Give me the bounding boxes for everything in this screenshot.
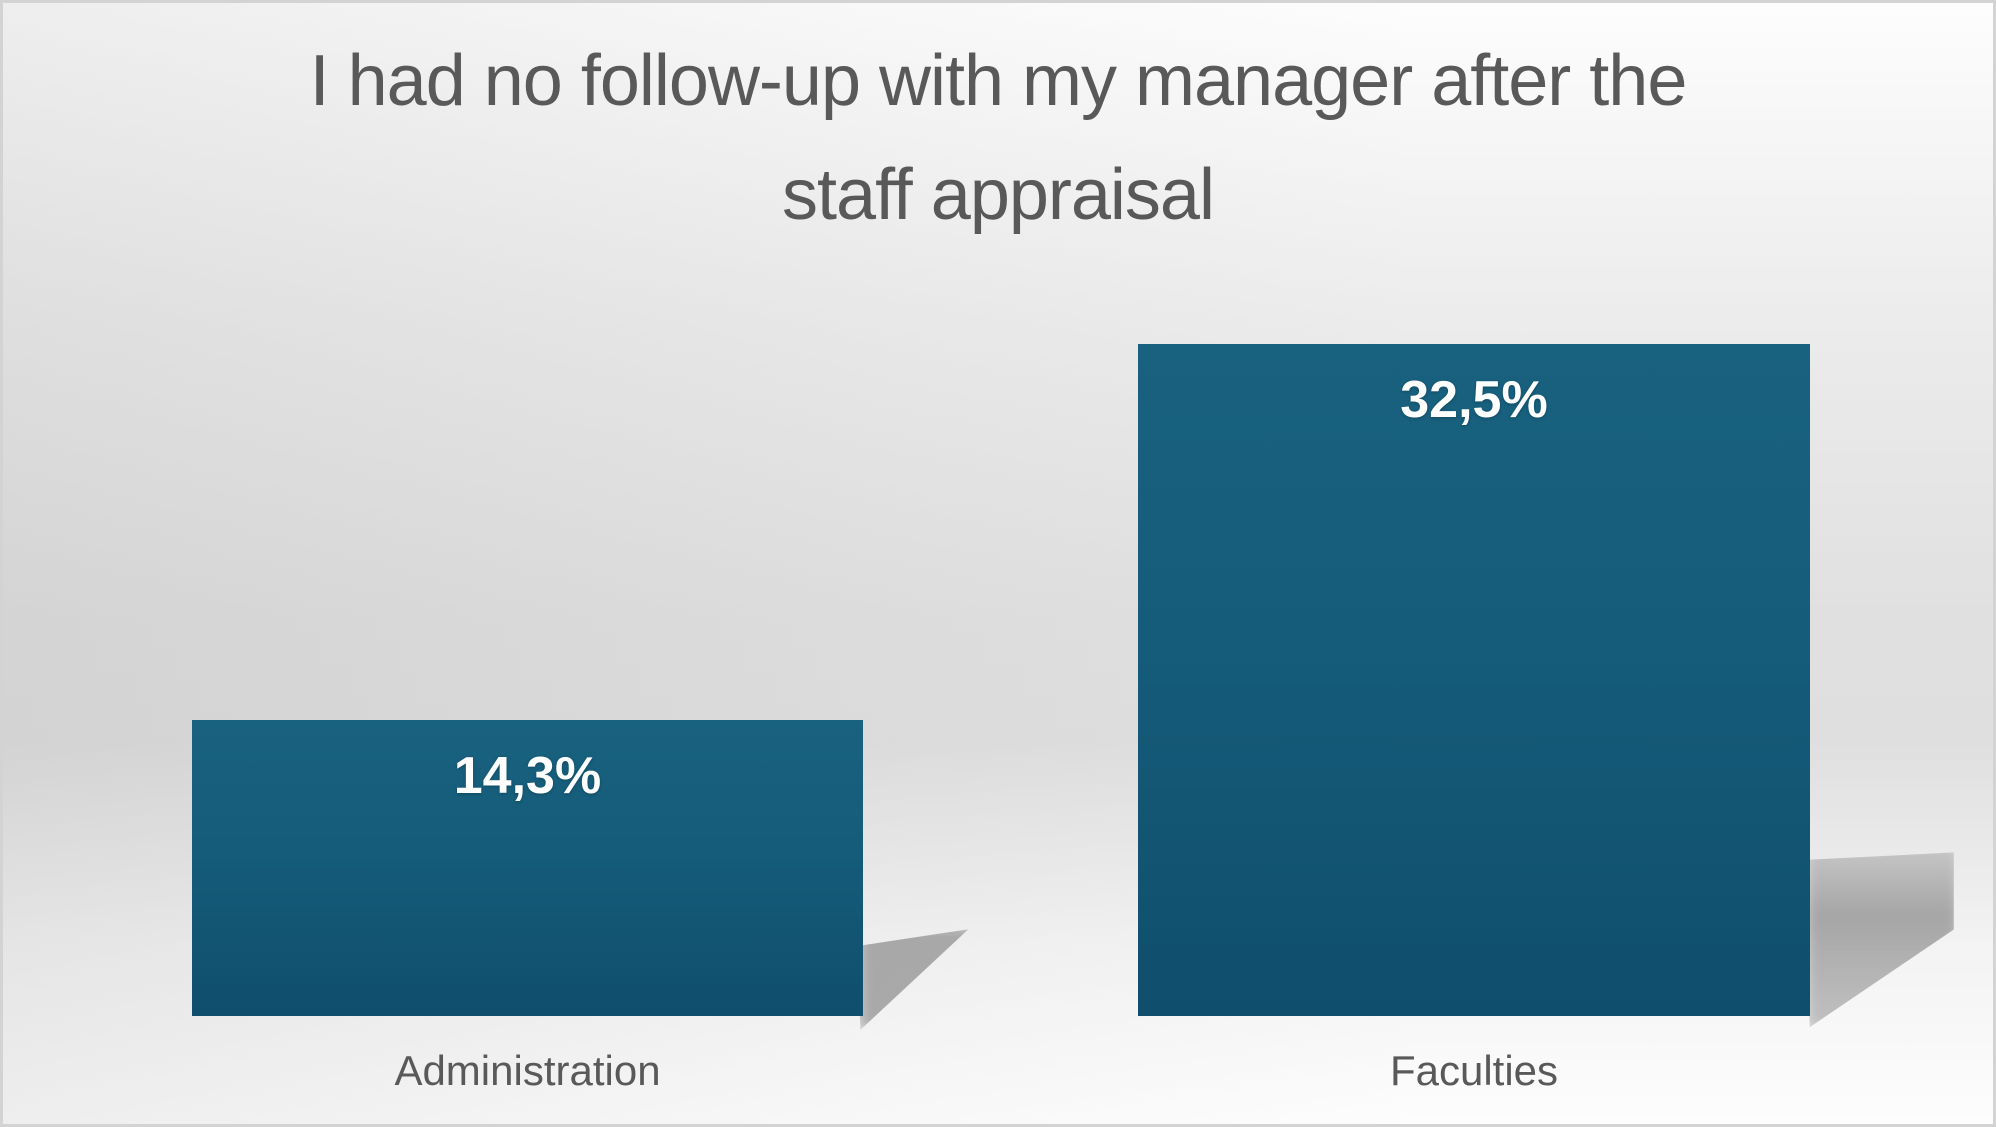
category-label-faculties: Faculties <box>1389 1047 1559 1094</box>
category-label-administration: Administration <box>394 1047 661 1094</box>
value-label-administration: 14,3% <box>453 747 602 805</box>
bar-administration: 14,3% <box>192 720 863 1016</box>
value-label-faculties: 32,5% <box>1400 371 1548 429</box>
bar-shadow-faculties <box>1805 852 1954 1028</box>
bar-chart-plot-area: 14,3% 32,5% Administration Faculties <box>3 3 1993 1124</box>
bar-faculties: 32,5% <box>1138 344 1810 1016</box>
chart-title: I had no follow-up with my manager after… <box>309 41 1688 235</box>
bar-shadow-administration <box>858 929 969 1030</box>
